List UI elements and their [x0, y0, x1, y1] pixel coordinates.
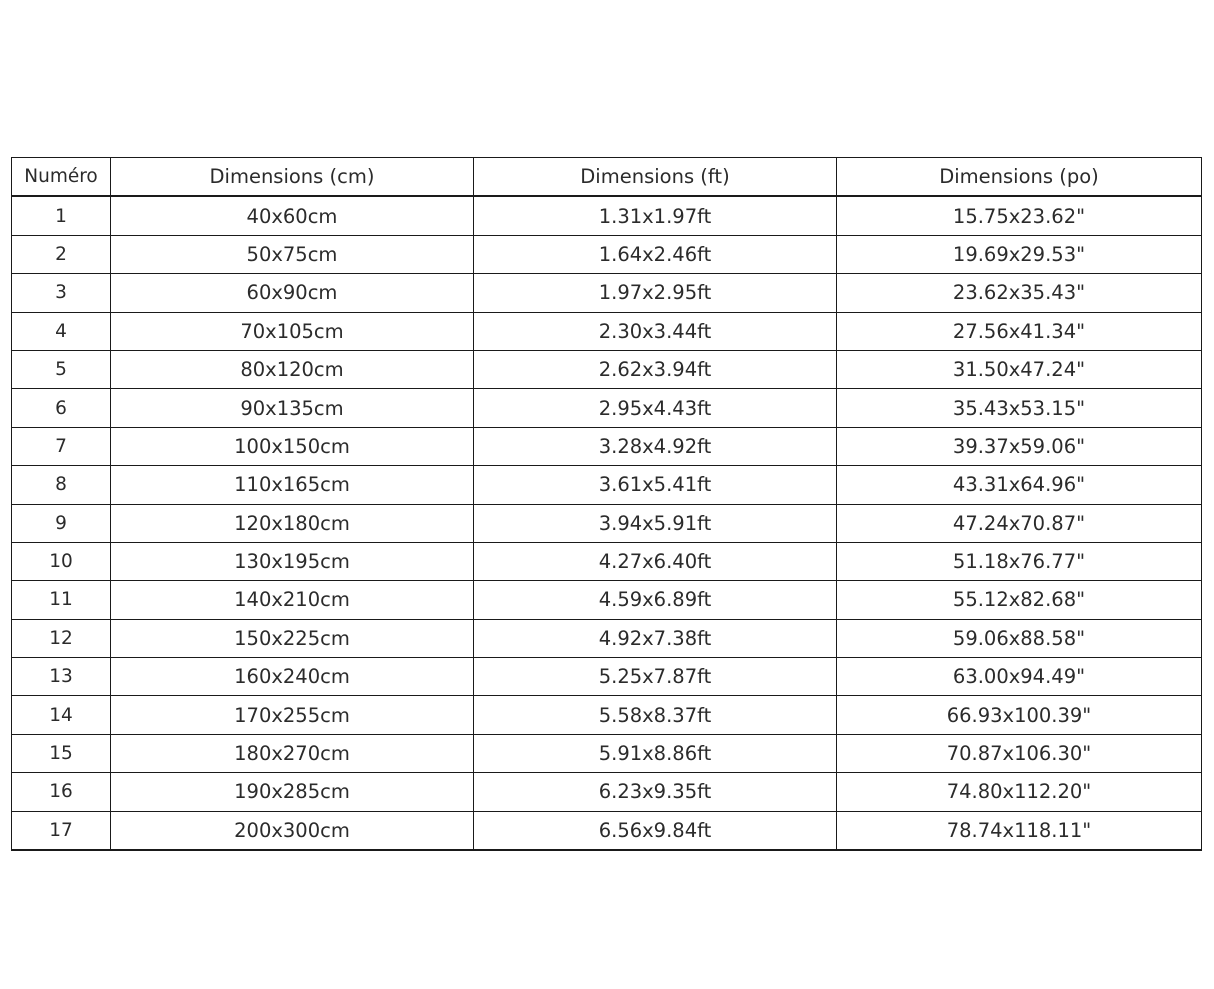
- cell-cm: 130x195cm: [110, 541, 474, 582]
- table-header: Numéro Dimensions (cm) Dimensions (ft) D…: [11, 157, 1202, 198]
- cell-numero: 14: [11, 695, 111, 735]
- table-header-row: Numéro Dimensions (cm) Dimensions (ft) D…: [11, 157, 1202, 198]
- cell-numero: 7: [11, 426, 111, 467]
- cell-po: 27.56x41.34": [836, 311, 1202, 351]
- table-row: 3 60x90cm 1.97x2.95ft 23.62x35.43": [11, 273, 1202, 313]
- cell-cm: 50x75cm: [110, 234, 474, 275]
- cell-po: 19.69x29.53": [836, 234, 1202, 275]
- cell-ft: 5.91x8.86ft: [473, 733, 837, 774]
- cell-ft: 6.23x9.35ft: [473, 772, 837, 812]
- cell-ft: 5.58x8.37ft: [473, 695, 837, 735]
- cell-numero: 11: [11, 580, 111, 620]
- table-row: 1 40x60cm 1.31x1.97ft 15.75x23.62": [11, 195, 1202, 236]
- cell-po: 63.00x94.49": [836, 657, 1202, 697]
- cell-po: 51.18x76.77": [836, 541, 1202, 582]
- table-row: 17 200x300cm 6.56x9.84ft 78.74x118.11": [11, 810, 1202, 852]
- cell-numero: 13: [11, 657, 111, 697]
- cell-po: 78.74x118.11": [836, 810, 1202, 852]
- column-header-numero: Numéro: [11, 157, 111, 198]
- size-conversion-table-container: Numéro Dimensions (cm) Dimensions (ft) D…: [11, 157, 1202, 852]
- cell-po: 39.37x59.06": [836, 426, 1202, 467]
- cell-cm: 70x105cm: [110, 311, 474, 351]
- cell-po: 23.62x35.43": [836, 273, 1202, 313]
- cell-ft: 2.62x3.94ft: [473, 349, 837, 390]
- cell-cm: 170x255cm: [110, 695, 474, 735]
- cell-numero: 12: [11, 618, 111, 659]
- cell-ft: 3.61x5.41ft: [473, 465, 837, 505]
- cell-cm: 120x180cm: [110, 503, 474, 543]
- cell-numero: 9: [11, 503, 111, 543]
- cell-numero: 5: [11, 349, 111, 390]
- cell-cm: 140x210cm: [110, 580, 474, 620]
- column-header-dimensions-po: Dimensions (po): [836, 157, 1202, 198]
- cell-numero: 10: [11, 541, 111, 582]
- cell-ft: 6.56x9.84ft: [473, 810, 837, 852]
- cell-po: 66.93x100.39": [836, 695, 1202, 735]
- table-row: 2 50x75cm 1.64x2.46ft 19.69x29.53": [11, 234, 1202, 275]
- table-row: 4 70x105cm 2.30x3.44ft 27.56x41.34": [11, 311, 1202, 351]
- cell-po: 70.87x106.30": [836, 733, 1202, 774]
- table-row: 7 100x150cm 3.28x4.92ft 39.37x59.06": [11, 426, 1202, 467]
- cell-numero: 8: [11, 465, 111, 505]
- cell-numero: 4: [11, 311, 111, 351]
- cell-numero: 6: [11, 388, 111, 428]
- cell-cm: 190x285cm: [110, 772, 474, 812]
- cell-po: 31.50x47.24": [836, 349, 1202, 390]
- table-row: 5 80x120cm 2.62x3.94ft 31.50x47.24": [11, 349, 1202, 390]
- cell-ft: 5.25x7.87ft: [473, 657, 837, 697]
- cell-cm: 90x135cm: [110, 388, 474, 428]
- cell-numero: 1: [11, 195, 111, 236]
- cell-cm: 160x240cm: [110, 657, 474, 697]
- cell-po: 35.43x53.15": [836, 388, 1202, 428]
- cell-numero: 15: [11, 733, 111, 774]
- table-row: 6 90x135cm 2.95x4.43ft 35.43x53.15": [11, 388, 1202, 428]
- cell-ft: 1.64x2.46ft: [473, 234, 837, 275]
- cell-cm: 150x225cm: [110, 618, 474, 659]
- cell-ft: 4.92x7.38ft: [473, 618, 837, 659]
- table-row: 9 120x180cm 3.94x5.91ft 47.24x70.87": [11, 503, 1202, 543]
- cell-ft: 2.95x4.43ft: [473, 388, 837, 428]
- table-row: 13 160x240cm 5.25x7.87ft 63.00x94.49": [11, 657, 1202, 697]
- cell-cm: 40x60cm: [110, 195, 474, 236]
- cell-ft: 3.28x4.92ft: [473, 426, 837, 467]
- cell-po: 55.12x82.68": [836, 580, 1202, 620]
- cell-ft: 1.31x1.97ft: [473, 195, 837, 236]
- size-conversion-table: Numéro Dimensions (cm) Dimensions (ft) D…: [11, 157, 1202, 852]
- cell-ft: 4.27x6.40ft: [473, 541, 837, 582]
- cell-po: 47.24x70.87": [836, 503, 1202, 543]
- table-row: 11 140x210cm 4.59x6.89ft 55.12x82.68": [11, 580, 1202, 620]
- cell-po: 74.80x112.20": [836, 772, 1202, 812]
- cell-numero: 3: [11, 273, 111, 313]
- cell-cm: 200x300cm: [110, 810, 474, 852]
- cell-cm: 80x120cm: [110, 349, 474, 390]
- cell-cm: 100x150cm: [110, 426, 474, 467]
- table-row: 12 150x225cm 4.92x7.38ft 59.06x88.58": [11, 618, 1202, 659]
- cell-po: 15.75x23.62": [836, 195, 1202, 236]
- table-row: 8 110x165cm 3.61x5.41ft 43.31x64.96": [11, 465, 1202, 505]
- cell-ft: 3.94x5.91ft: [473, 503, 837, 543]
- table-row: 10 130x195cm 4.27x6.40ft 51.18x76.77": [11, 541, 1202, 582]
- cell-po: 43.31x64.96": [836, 465, 1202, 505]
- cell-po: 59.06x88.58": [836, 618, 1202, 659]
- cell-ft: 1.97x2.95ft: [473, 273, 837, 313]
- cell-cm: 110x165cm: [110, 465, 474, 505]
- column-header-dimensions-ft: Dimensions (ft): [473, 157, 837, 198]
- cell-cm: 60x90cm: [110, 273, 474, 313]
- cell-cm: 180x270cm: [110, 733, 474, 774]
- table-row: 16 190x285cm 6.23x9.35ft 74.80x112.20": [11, 772, 1202, 812]
- cell-numero: 2: [11, 234, 111, 275]
- cell-numero: 17: [11, 810, 111, 852]
- table-body: 1 40x60cm 1.31x1.97ft 15.75x23.62" 2 50x75cm 1…: [11, 195, 1202, 852]
- cell-numero: 16: [11, 772, 111, 812]
- cell-ft: 4.59x6.89ft: [473, 580, 837, 620]
- column-header-dimensions-cm: Dimensions (cm): [110, 157, 474, 198]
- cell-ft: 2.30x3.44ft: [473, 311, 837, 351]
- table-row: 14 170x255cm 5.58x8.37ft 66.93x100.39": [11, 695, 1202, 735]
- table-row: 15 180x270cm 5.91x8.86ft 70.87x106.30": [11, 733, 1202, 774]
